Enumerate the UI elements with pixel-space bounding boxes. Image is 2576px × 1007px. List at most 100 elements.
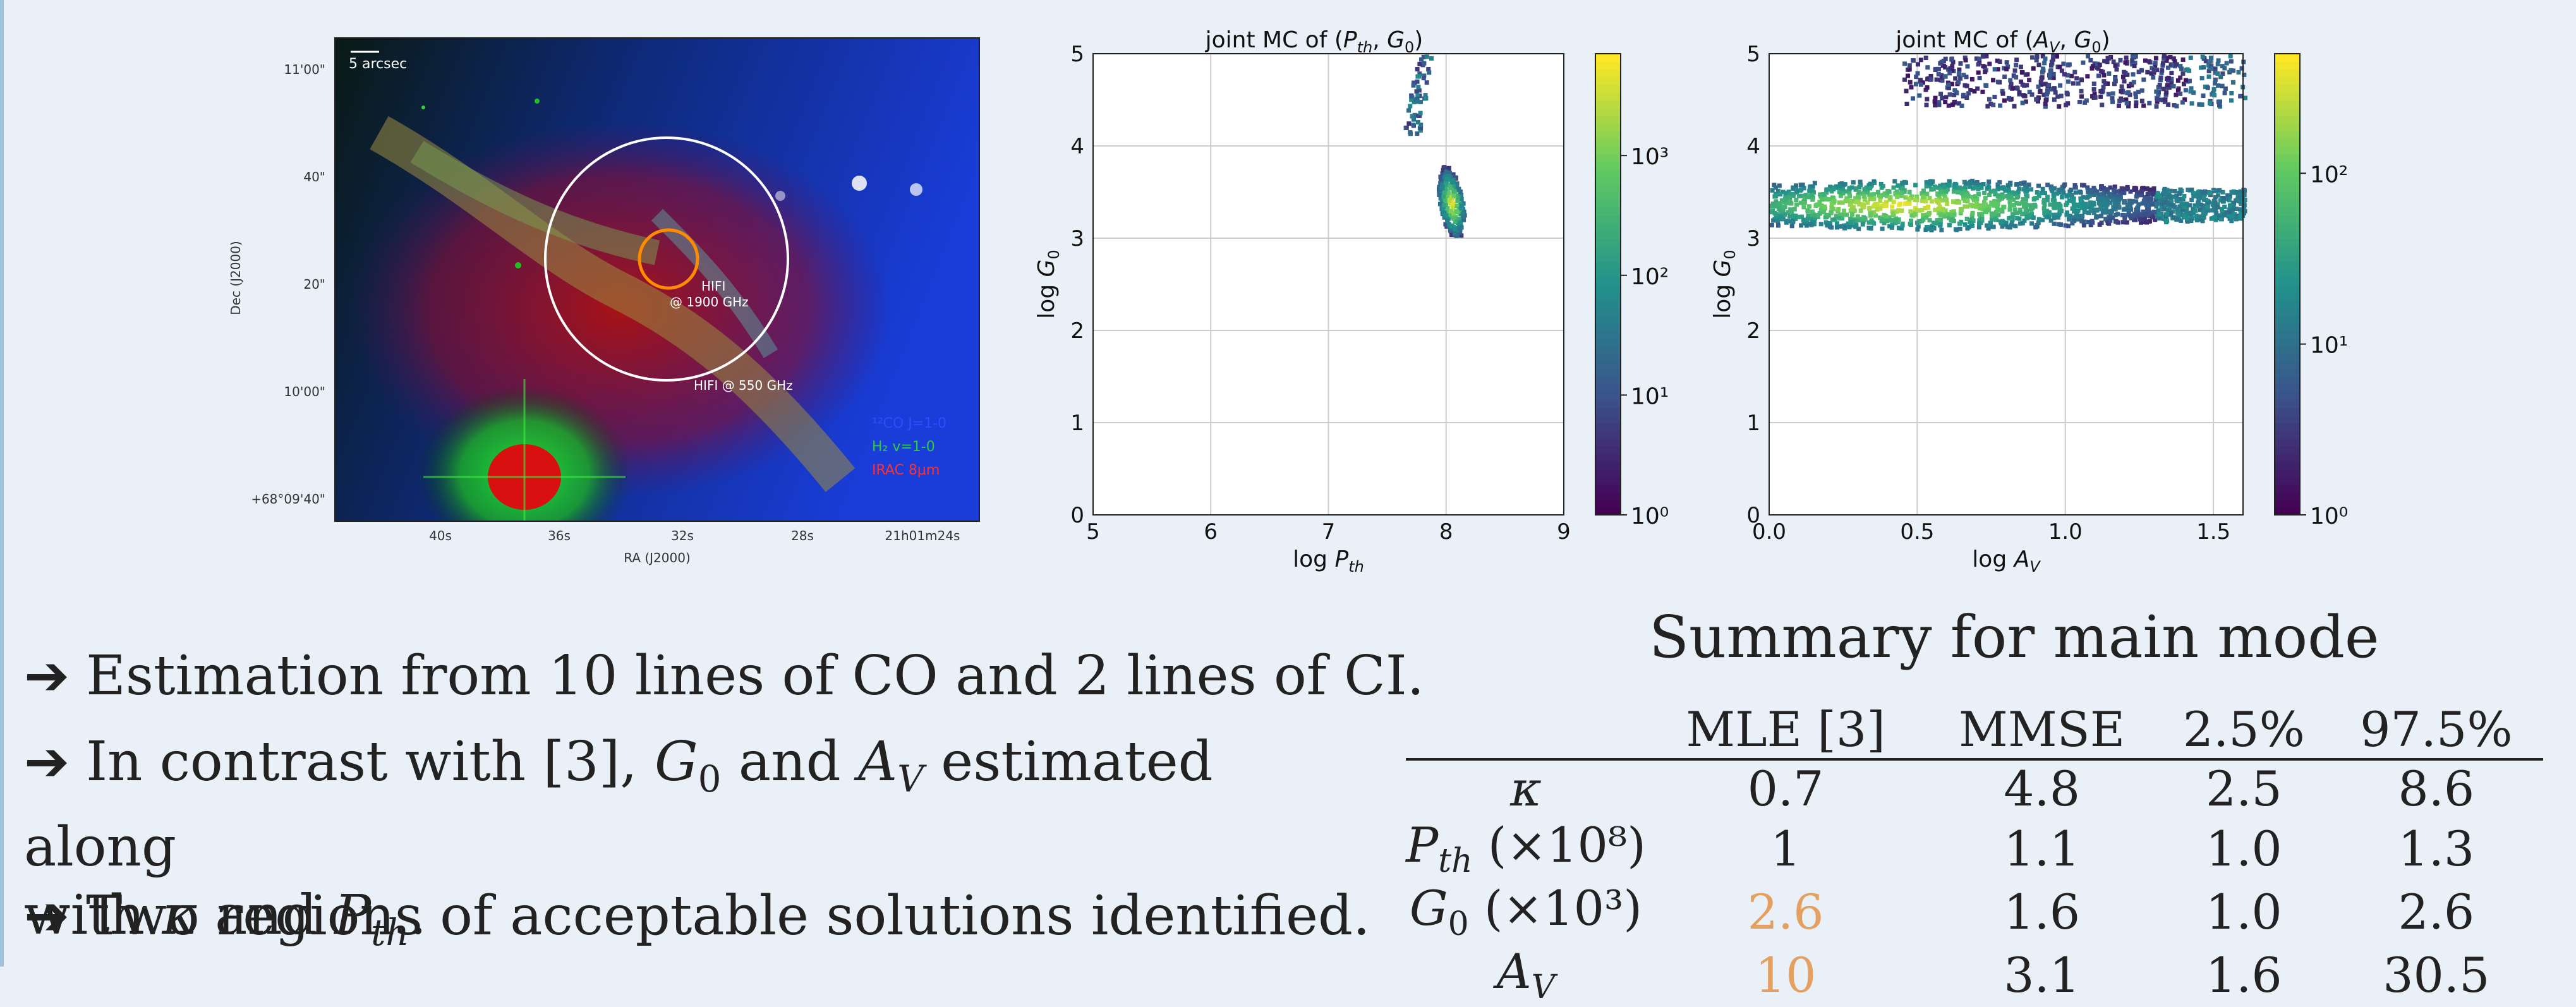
- heatmap-cell: [1844, 196, 1849, 201]
- x-tick-label: 8: [1439, 519, 1453, 545]
- heatmap-cell: [1791, 185, 1796, 190]
- heatmap-cell: [2090, 64, 2095, 69]
- heatmap-cell: [1417, 61, 1422, 66]
- heatmap-cell: [2088, 205, 2093, 210]
- heatmap-cell: [1444, 193, 1449, 198]
- heatmap-cell: [1938, 92, 1944, 97]
- colorbar-step: [2275, 200, 2300, 208]
- heatmap-cell: [2220, 190, 2225, 195]
- heatmap-cell: [1897, 202, 1902, 207]
- heatmap-cell: [2222, 90, 2227, 95]
- heatmap-cell: [1987, 193, 1992, 198]
- heatmap-cell: [1822, 204, 1827, 209]
- table-cell: 30.5: [2383, 946, 2490, 1003]
- heatmap-cell: [2017, 210, 2023, 215]
- heatmap-cell: [1985, 223, 1990, 228]
- heatmap-cell: [2002, 186, 2007, 191]
- heatmap-cell: [1856, 195, 1861, 200]
- heatmap-cell: [1950, 59, 1956, 64]
- table-row: κ 0.7 4.8 2.5 8.6: [1406, 759, 2543, 817]
- heatmap-cell: [2171, 194, 2176, 199]
- heatmap-cell: [2091, 81, 2096, 87]
- heatmap-cell: [2228, 59, 2234, 64]
- heatmap-cell: [1956, 190, 1961, 195]
- heatmap-cell: [1923, 205, 1928, 210]
- heatmap-cell: [1837, 190, 1842, 195]
- dec-tick: 20": [303, 277, 325, 292]
- heatmap-cell: [1978, 206, 1983, 211]
- heatmap-cell: [1831, 186, 1836, 191]
- heatmap-cell: [1857, 184, 1862, 190]
- heatmap-cell: [2017, 90, 2022, 95]
- heatmap-cell: [2206, 69, 2211, 74]
- ra-tick: 32s: [671, 528, 694, 543]
- heatmap-cell: [1787, 214, 1793, 219]
- heatmap-cell: [2184, 205, 2189, 210]
- heatmap-cell: [1952, 88, 1957, 93]
- table-cell: 8.6: [2398, 761, 2475, 817]
- heatmap-cell: [2227, 209, 2232, 214]
- heatmap-cell: [1793, 214, 1798, 219]
- heatmap-cell: [2052, 86, 2057, 91]
- heatmap-cell: [2116, 200, 2121, 205]
- heatmap-cell: [1950, 102, 1955, 107]
- heatmap-cell: [2092, 188, 2097, 193]
- heatmap-cell: [2109, 208, 2114, 214]
- heatmap-cell: [2081, 195, 2086, 200]
- heatmap-cell: [2222, 66, 2227, 71]
- heatmap-cell: [2051, 71, 2056, 76]
- heatmap-cell: [1961, 196, 1966, 201]
- heatmap-cell: [1769, 222, 1774, 227]
- heatmap-cell: [1900, 186, 1905, 191]
- heatmap-cell: [2014, 200, 2019, 205]
- heatmap-cell: [1799, 214, 1805, 219]
- heatmap-cell: [2076, 202, 2081, 207]
- heatmap-cell: [2107, 71, 2112, 76]
- heatmap-cell: [1408, 104, 1413, 109]
- arrow-icon: ➔: [24, 644, 70, 708]
- heatmap-cell: [2205, 205, 2210, 210]
- heatmap-cell: [2165, 85, 2170, 90]
- heatmap-cell: [1406, 121, 1412, 126]
- heatmap-cell: [2040, 70, 2045, 75]
- heatmap-cell: [2088, 190, 2093, 195]
- y-tick-label: 2: [1746, 318, 1760, 344]
- heatmap-cell: [1884, 193, 1889, 198]
- heatmap-cell: [1973, 194, 1978, 199]
- heatmap-cell: [1444, 176, 1449, 181]
- heatmap-cell: [2164, 56, 2169, 61]
- heatmap-cell: [2070, 206, 2075, 211]
- heatmap-cell: [1881, 193, 1886, 198]
- heatmap-cell: [2198, 217, 2203, 222]
- heatmap-cell: [2237, 198, 2242, 203]
- heatmap-cell: [1942, 63, 1947, 68]
- heatmap-cell: [1904, 101, 1909, 106]
- heatmap-cell: [2066, 224, 2071, 229]
- heatmap-cell: [2039, 76, 2044, 81]
- heatmap-cell: [2102, 194, 2107, 199]
- heatmap-cell: [2176, 210, 2181, 215]
- table-header: MMSE: [1959, 701, 2126, 757]
- heatmap-cell: [1781, 190, 1786, 195]
- heatmap-cell: [2156, 208, 2161, 213]
- heatmap-cell: [1942, 214, 1947, 219]
- heatmap-cell: [1940, 189, 1945, 194]
- heatmap-cell: [2055, 215, 2060, 220]
- heatmap-cell: [2131, 80, 2136, 85]
- heatmap-cell: [1873, 213, 1878, 218]
- heatmap-cell: [2049, 59, 2054, 64]
- heatmap-cell: [1997, 193, 2002, 198]
- heatmap-cell: [2220, 207, 2225, 212]
- heatmap-cell: [2171, 56, 2176, 61]
- heatmap-cell: [1454, 231, 1460, 236]
- colorbar-step: [2275, 507, 2300, 516]
- colorbar-step: [1595, 261, 1621, 270]
- heatmap-cell: [2196, 194, 2201, 199]
- heatmap-cell: [2059, 195, 2064, 200]
- heatmap-cell: [1778, 203, 1783, 208]
- heatmap-cell: [2074, 213, 2079, 218]
- colorbar-step: [1595, 361, 1621, 370]
- heatmap-cell: [1829, 210, 1834, 215]
- heatmap-cell: [1442, 202, 1447, 207]
- heatmap-cell: [1977, 218, 1982, 223]
